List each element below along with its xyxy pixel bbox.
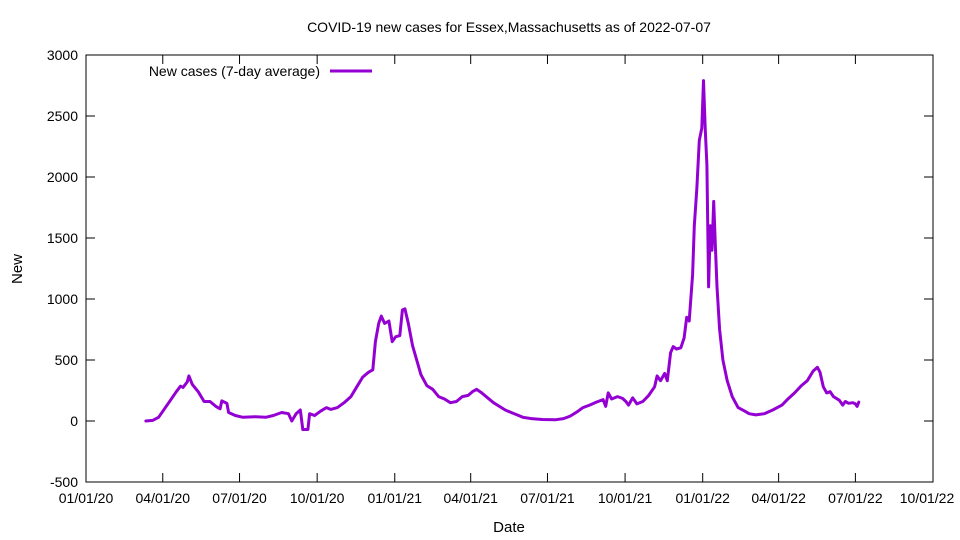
x-tick-label: 10/01/22 (900, 490, 955, 506)
x-tick-label: 01/01/20 (59, 490, 114, 506)
x-tick-label: 01/01/21 (368, 490, 423, 506)
x-tick-label: 04/01/21 (443, 490, 498, 506)
x-axis-label: Date (493, 519, 525, 536)
x-tick-label: 07/01/22 (828, 490, 883, 506)
y-tick-label: 1500 (47, 230, 78, 246)
x-tick-label: 01/01/22 (675, 490, 730, 506)
x-tick-label: 04/01/22 (751, 490, 806, 506)
y-tick-label: 3000 (47, 47, 78, 63)
y-tick-label: 1000 (47, 291, 78, 307)
plot-frame (85, 54, 934, 483)
x-tick-label: 07/01/20 (212, 490, 267, 506)
y-tick-label: 0 (70, 413, 78, 429)
x-tick-label: 10/01/21 (598, 490, 653, 506)
y-tick-label: 500 (55, 352, 79, 368)
y-tick-label: 2000 (47, 169, 78, 185)
y-tick-label: 2500 (47, 108, 78, 124)
series-line-new-cases (144, 79, 861, 431)
x-tick-label: 04/01/20 (136, 490, 191, 506)
y-axis: -500 0 500 1000 1500 2000 2500 3000 (47, 47, 933, 490)
x-axis: 01/01/20 04/01/20 07/01/20 10/01/20 01/01/21… (59, 55, 955, 506)
legend-label: New cases (7-day average) (149, 63, 320, 79)
legend: New cases (7-day average) (149, 63, 372, 79)
chart-title: COVID-19 new cases for Essex,Massachuset… (307, 19, 711, 35)
y-tick-label: -500 (50, 474, 78, 490)
x-tick-label: 07/01/21 (520, 490, 575, 506)
x-tick-label: 10/01/20 (290, 490, 345, 506)
y-axis-label: New (9, 254, 26, 284)
